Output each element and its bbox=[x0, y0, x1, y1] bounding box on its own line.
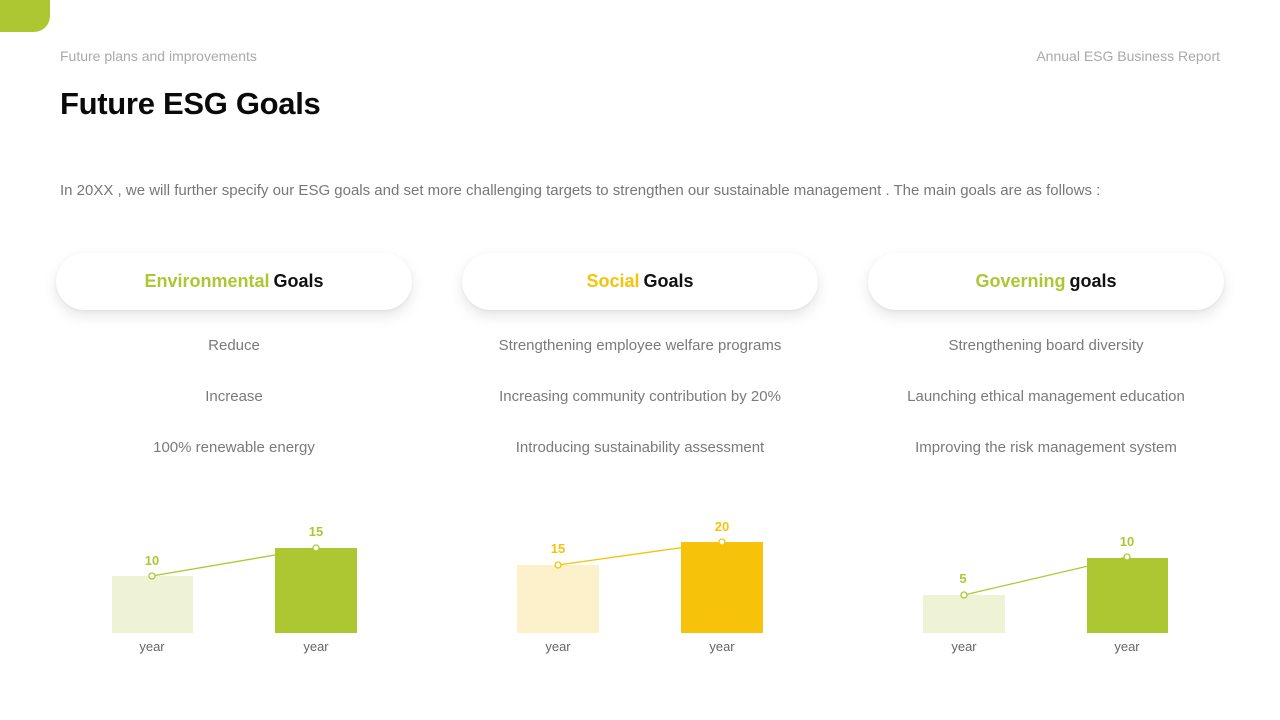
goal-item: 100% renewable energy bbox=[153, 439, 315, 456]
goal-item: Increasing community contribution by 20% bbox=[499, 388, 781, 405]
governing-goals-header: Governing goals bbox=[868, 253, 1224, 310]
page-title: Future ESG Goals bbox=[60, 86, 321, 121]
governing-chart: 5 10 year year bbox=[868, 500, 1224, 660]
bar-target bbox=[1087, 558, 1168, 633]
header-accent: Governing bbox=[975, 271, 1066, 291]
value-label: 15 bbox=[550, 541, 566, 556]
trend-line bbox=[554, 538, 726, 569]
trend-line bbox=[148, 544, 320, 580]
x-axis-label: year bbox=[951, 639, 977, 654]
goal-item: Introducing sustainability assessment bbox=[515, 439, 765, 456]
value-label: 5 bbox=[959, 571, 967, 586]
social-chart: 15 20 year year bbox=[462, 500, 818, 660]
x-axis-label: year bbox=[1114, 639, 1140, 654]
value-label: 10 bbox=[1119, 534, 1135, 549]
social-goals-header: Social Goals bbox=[462, 253, 818, 310]
report-name: Annual ESG Business Report bbox=[1036, 48, 1220, 64]
x-axis-label: year bbox=[709, 639, 735, 654]
x-axis-label: year bbox=[303, 639, 329, 654]
goal-item: Strengthening employee welfare programs bbox=[498, 337, 782, 354]
bar-previous bbox=[517, 565, 599, 633]
header-accent: Environmental bbox=[144, 271, 270, 291]
intro-text: In 20XX , we will further specify our ES… bbox=[60, 182, 1101, 199]
governing-goals-column: Governing goals Strengthening board dive… bbox=[868, 253, 1224, 489]
trend-line bbox=[960, 553, 1131, 599]
goal-item: Reduce bbox=[208, 337, 260, 354]
section-subtitle: Future plans and improvements bbox=[60, 48, 257, 64]
goal-item: Increase bbox=[205, 388, 263, 405]
value-label: 15 bbox=[308, 524, 324, 539]
header-rest: Goals bbox=[273, 271, 324, 291]
social-goals-column: Social Goals Strengthening employee welf… bbox=[462, 253, 818, 489]
goal-item: Launching ethical management education bbox=[907, 388, 1185, 405]
environmental-chart: 10 15 year year bbox=[56, 500, 412, 660]
bar-previous bbox=[923, 595, 1005, 633]
header-rest: Goals bbox=[643, 271, 694, 291]
header-rest: goals bbox=[1069, 271, 1117, 291]
value-label: 20 bbox=[714, 519, 730, 534]
bar-target bbox=[275, 548, 357, 633]
header-accent: Social bbox=[586, 271, 640, 291]
environmental-goals-column: Environmental Goals Reduce Increase 100%… bbox=[56, 253, 412, 489]
corner-accent bbox=[0, 0, 50, 32]
bar-previous bbox=[112, 576, 193, 633]
goal-item: Strengthening board diversity bbox=[948, 337, 1144, 354]
x-axis-label: year bbox=[545, 639, 571, 654]
goal-item: Improving the risk management system bbox=[915, 439, 1177, 456]
environmental-goals-header: Environmental Goals bbox=[56, 253, 412, 310]
x-axis-label: year bbox=[139, 639, 165, 654]
bar-target bbox=[681, 542, 763, 633]
value-label: 10 bbox=[144, 553, 160, 568]
